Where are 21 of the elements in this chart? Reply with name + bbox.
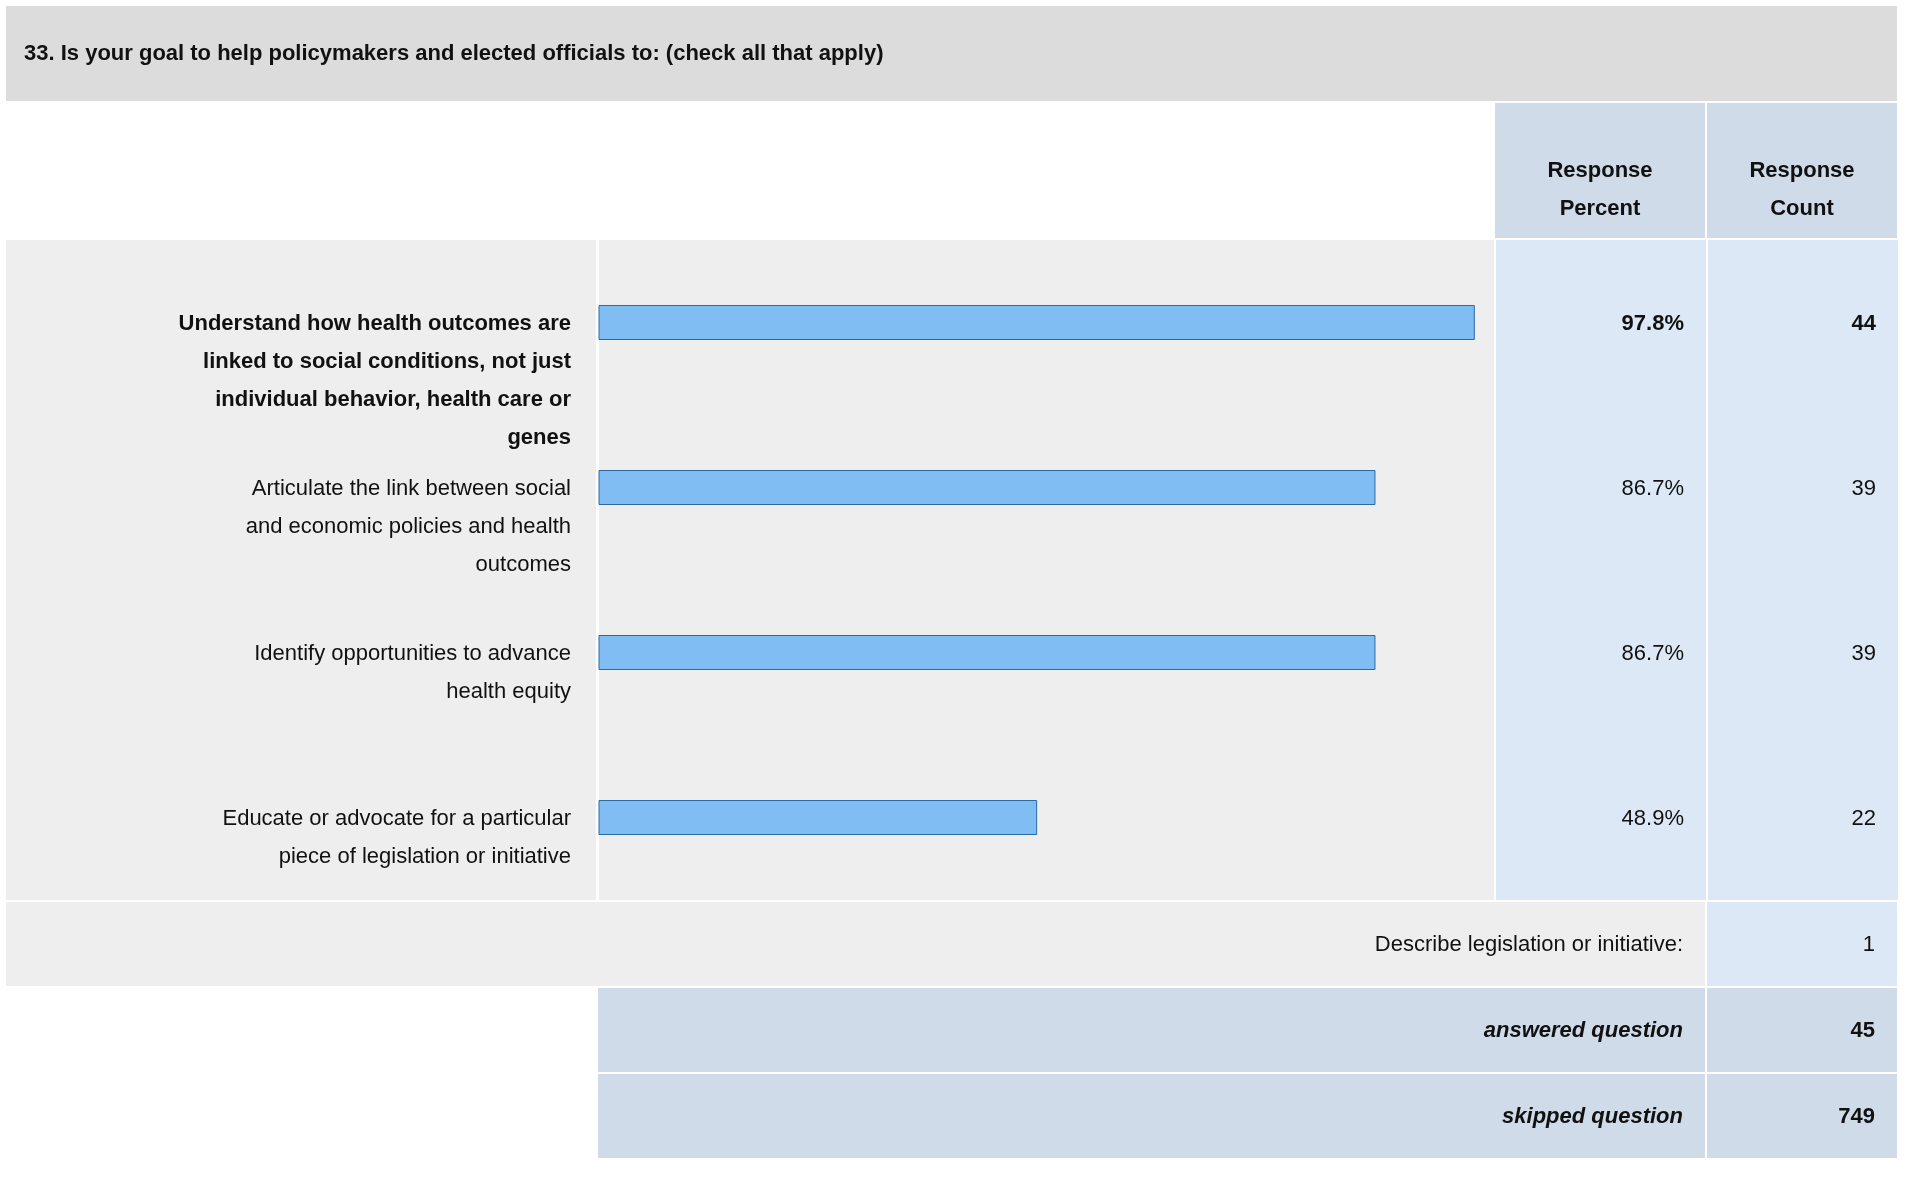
text: 39	[1851, 474, 1876, 500]
text: 749	[1838, 1103, 1875, 1128]
text: Describe legislation or initiative:	[1374, 931, 1683, 956]
y-tick-label: Identify opportunities to advance health equity	[254, 639, 571, 703]
text: answered question	[1483, 1017, 1683, 1042]
data-label: 97.8%	[1621, 309, 1684, 335]
y-tick-label: Articulate the link between social and economic policies and health outcomes	[245, 474, 571, 576]
data-label: 86.7%	[1621, 639, 1684, 665]
y-tick-label: Understand how health outcomes are linked to social conditions, not just individual behavior, health care or genes	[178, 309, 572, 449]
chart-title: 33. Is your goal to help policymakers and elected officials to: (check all that apply)	[24, 40, 884, 65]
data-label: 86.7%	[1621, 474, 1684, 500]
text: 39	[1851, 639, 1876, 665]
data-label: 48.9%	[1621, 804, 1684, 830]
text: 22	[1851, 804, 1876, 830]
text: Response Count	[1749, 157, 1855, 220]
text: 44	[1851, 309, 1877, 335]
text: 1	[1862, 931, 1875, 956]
y-tick-label: Educate or advocate for a particular piece of legislation or initiative	[222, 804, 571, 868]
text: Response Percent	[1547, 157, 1653, 220]
text: 45	[1850, 1017, 1875, 1042]
text: skipped question	[1502, 1103, 1683, 1128]
